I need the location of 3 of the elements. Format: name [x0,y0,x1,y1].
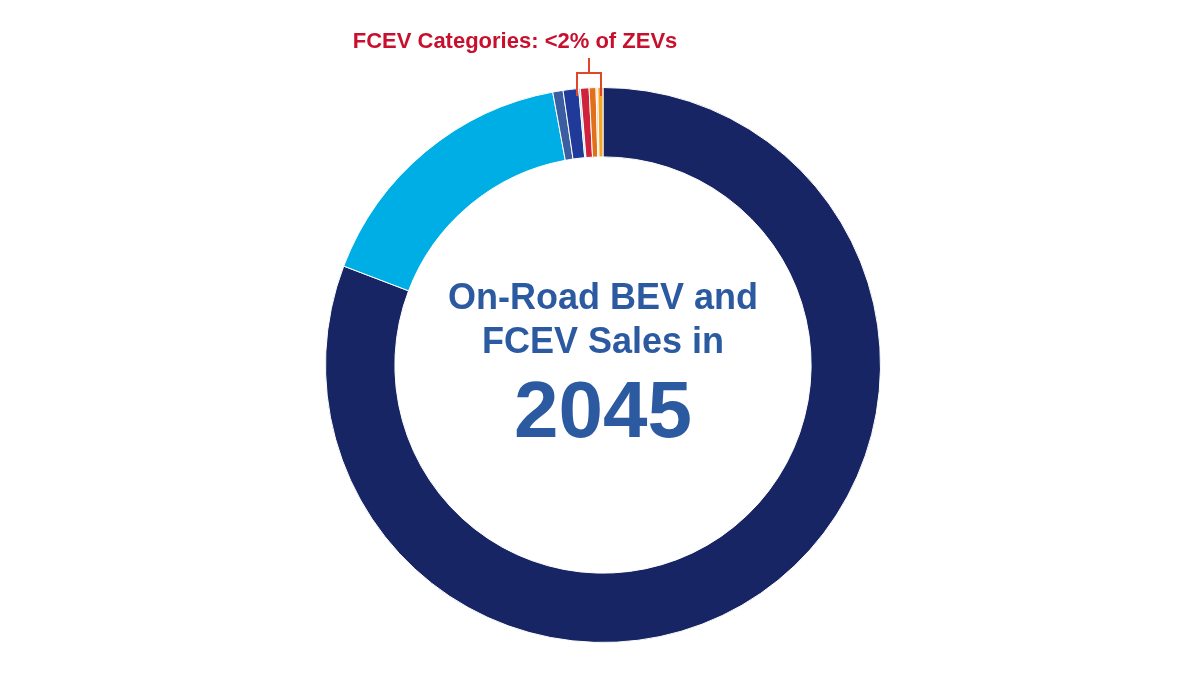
text: 2045 [513,365,693,455]
text: FCEV Categories: <2% of ZEVs [351,28,679,54]
text: On-Road BEV and FCEV Sales in [447,275,759,363]
